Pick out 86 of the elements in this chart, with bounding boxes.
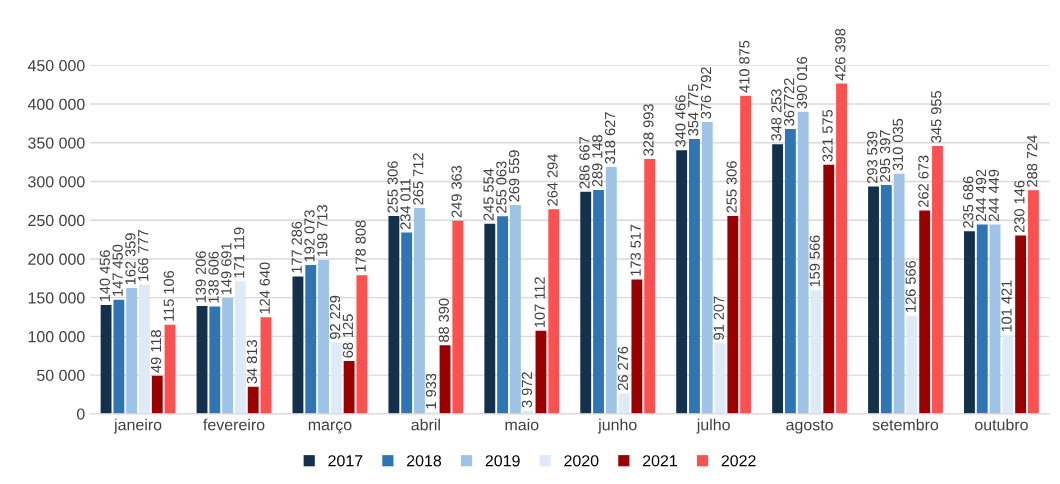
data-label: 390 016 xyxy=(796,56,808,109)
data-label: 245 554 xyxy=(483,168,494,221)
legend-label: 2021 xyxy=(643,455,677,467)
x-tick-label: setembro xyxy=(872,418,939,431)
data-label: 1 933 xyxy=(425,373,437,409)
data-label: 348 253 xyxy=(771,89,782,141)
data-label: 159 566 xyxy=(809,235,820,287)
y-tick-label: 50 000 xyxy=(37,369,85,382)
data-label: 262 673 xyxy=(918,155,929,207)
y-tick-label: 100 000 xyxy=(28,331,85,343)
data-label: 354 775 xyxy=(688,84,699,136)
x-tick-label: março xyxy=(308,421,352,434)
data-label: 318 627 xyxy=(604,112,616,164)
data-label: 249 363 xyxy=(451,165,462,218)
data-label: 91 207 xyxy=(713,296,724,340)
y-tick-label: 250 000 xyxy=(28,214,85,227)
x-tick-label: fevereiro xyxy=(203,418,265,431)
data-label: 310 035 xyxy=(892,118,904,171)
data-label: 340 466 xyxy=(675,95,686,147)
data-label: 286 667 xyxy=(579,137,590,189)
data-label: 289 148 xyxy=(592,135,603,187)
x-tick-label: outubro xyxy=(975,418,1028,431)
y-tick-label: 0 xyxy=(76,408,85,420)
y-tick-label: 150 000 xyxy=(28,292,85,304)
data-label: 376 792 xyxy=(700,67,712,119)
x-tick-label: junho xyxy=(597,418,637,434)
data-label: 138 606 xyxy=(208,251,219,303)
y-tick-label: 300 000 xyxy=(28,176,85,188)
data-label: 264 294 xyxy=(547,154,558,206)
data-label: 230 146 xyxy=(1014,180,1025,233)
x-tick-label: maio xyxy=(505,418,539,431)
data-label: 88 390 xyxy=(438,298,449,342)
data-label: 49 118 xyxy=(150,330,162,373)
data-label: 126 566 xyxy=(905,260,916,312)
data-label: 3 972 xyxy=(521,372,533,408)
data-label: 107 112 xyxy=(534,277,545,327)
legend-label: 2017 xyxy=(328,455,363,467)
data-label: 198 713 xyxy=(317,205,328,257)
data-label: 265 712 xyxy=(413,153,424,205)
legend-label: 2020 xyxy=(564,455,599,467)
x-tick-label: julho xyxy=(696,418,730,434)
data-label: 173 517 xyxy=(630,224,641,276)
data-label: 255 063 xyxy=(496,161,507,213)
data-label: 234 011 xyxy=(400,178,411,230)
data-label: 295 397 xyxy=(879,130,891,182)
data-label: 139 206 xyxy=(195,251,206,303)
data-label: 321 575 xyxy=(822,109,833,162)
y-tick-label: 450 000 xyxy=(27,59,85,72)
legend-label: 2022 xyxy=(721,455,756,467)
legend-label: 2019 xyxy=(485,455,520,467)
data-label: 115 106 xyxy=(163,270,174,321)
data-label: 171 119 xyxy=(233,227,245,278)
y-tick-label: 400 000 xyxy=(27,98,85,110)
data-label: 244 492 xyxy=(975,169,987,221)
data-label: 410 875 xyxy=(739,40,750,93)
data-label: 162 359 xyxy=(125,233,136,285)
data-label: 345 955 xyxy=(931,91,942,143)
legend-label: 2018 xyxy=(407,455,442,467)
data-label: 255 306 xyxy=(387,161,398,213)
data-label: 92 229 xyxy=(329,295,341,339)
data-label: 192 073 xyxy=(304,210,315,262)
y-tick-label: 350 000 xyxy=(28,137,85,149)
data-label: 101 421 xyxy=(1001,280,1012,332)
data-label: 68 125 xyxy=(342,314,354,358)
data-label: 149 691 xyxy=(221,243,232,295)
data-label: 269 559 xyxy=(508,150,520,202)
data-label: 293 539 xyxy=(867,131,878,183)
data-label: 124 640 xyxy=(259,262,270,314)
data-label: 147 450 xyxy=(112,244,123,296)
x-tick-label: janeiro xyxy=(113,418,162,434)
data-label: 166 777 xyxy=(138,229,149,281)
data-label: 288 724 xyxy=(1027,135,1038,187)
data-label: 367722 xyxy=(783,78,795,126)
y-tick-label: 200 000 xyxy=(28,253,85,265)
data-label: 140 456 xyxy=(99,250,110,302)
data-label: 177 286 xyxy=(291,221,302,273)
data-label: 235 686 xyxy=(963,176,974,228)
data-label: 26 276 xyxy=(617,346,629,390)
x-tick-label: abril xyxy=(411,418,440,431)
data-label: 34 813 xyxy=(246,340,258,384)
data-label: 328 993 xyxy=(643,104,654,156)
data-label: 178 808 xyxy=(355,220,366,272)
x-tick-label: agosto xyxy=(786,419,833,434)
data-label: 244 449 xyxy=(988,169,999,222)
data-label: 255 306 xyxy=(726,161,737,213)
data-label: 426 398 xyxy=(835,28,846,81)
